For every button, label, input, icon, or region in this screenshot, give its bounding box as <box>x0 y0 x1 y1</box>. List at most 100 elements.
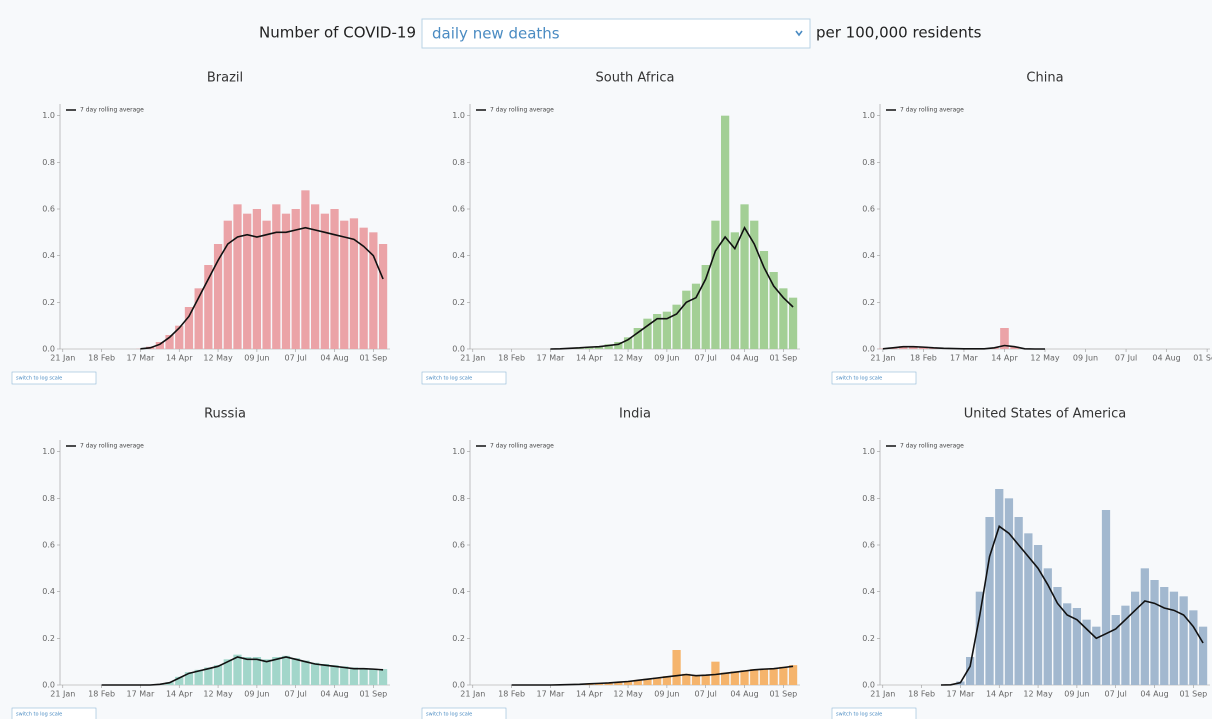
bar <box>252 657 262 685</box>
bar <box>1101 510 1111 685</box>
bar <box>788 297 798 349</box>
button-label[interactable]: switch to log scale <box>16 376 62 382</box>
y-tick-label: 0.2 <box>862 298 875 307</box>
bar <box>330 665 339 685</box>
x-tick-label: 09 Jun <box>1073 354 1098 363</box>
x-tick-label: 14 Apr <box>576 354 603 363</box>
log-scale-button[interactable]: switch to log scale <box>831 371 917 385</box>
y-tick-label: 0.0 <box>42 345 55 354</box>
y-tick-label: 0.6 <box>452 205 465 214</box>
rolling-average-line <box>140 226 384 350</box>
log-scale-button[interactable]: switch to log scale <box>11 707 97 719</box>
bar <box>243 657 252 685</box>
chart-title: South Africa <box>596 71 675 86</box>
bar <box>779 666 788 685</box>
bar <box>233 204 242 349</box>
y-tick-label: 0.2 <box>42 298 55 307</box>
log-scale-button[interactable]: switch to log scale <box>421 371 507 385</box>
bar <box>320 213 329 349</box>
x-tick-label: 07 Jul <box>1105 690 1127 699</box>
button-box[interactable] <box>421 371 507 385</box>
x-tick-label: 07 Jul <box>285 354 307 363</box>
x-tick-label: 12 May <box>203 690 233 699</box>
x-tick-label: 04 Aug <box>320 354 348 363</box>
legend-label: 7 day rolling average <box>80 443 144 450</box>
bar <box>769 272 778 349</box>
bar <box>213 665 223 685</box>
select-box[interactable] <box>421 18 811 49</box>
bar <box>223 659 232 685</box>
bar <box>233 654 242 685</box>
button-box[interactable] <box>11 707 97 719</box>
y-tick-label: 0.8 <box>862 494 875 503</box>
bar <box>750 220 759 349</box>
x-tick-label: 04 Aug <box>730 690 758 699</box>
bar <box>701 265 710 349</box>
y-tick-label: 0.2 <box>42 634 55 643</box>
rolling-average-line <box>101 656 384 686</box>
bar <box>262 220 271 349</box>
bar <box>614 342 623 349</box>
bar <box>759 668 769 685</box>
bar <box>594 346 604 349</box>
bar <box>1140 568 1149 685</box>
bar <box>340 220 349 349</box>
x-tick-label: 09 Jun <box>244 690 269 699</box>
y-tick-label: 0.8 <box>42 158 55 167</box>
button-label[interactable]: switch to log scale <box>426 376 472 382</box>
select-value[interactable]: daily new deaths <box>432 25 560 43</box>
button-box[interactable] <box>831 707 917 719</box>
log-scale-button[interactable]: switch to log scale <box>421 707 507 719</box>
metric-select[interactable]: daily new deaths <box>421 18 811 49</box>
x-tick-label: 07 Jul <box>1115 354 1137 363</box>
y-tick-label: 0.8 <box>42 494 55 503</box>
button-label[interactable]: switch to log scale <box>16 712 62 718</box>
bar <box>320 664 329 685</box>
bar <box>985 517 994 685</box>
bar <box>643 678 652 685</box>
button-box[interactable] <box>421 707 507 719</box>
bar <box>643 318 652 349</box>
bar <box>175 325 184 349</box>
bar <box>623 681 633 685</box>
x-tick-label: 17 Mar <box>127 690 156 699</box>
button-box[interactable] <box>831 371 917 385</box>
bar <box>604 344 613 349</box>
x-tick-label: 12 May <box>1030 354 1060 363</box>
bar <box>653 314 662 349</box>
button-label[interactable]: switch to log scale <box>426 712 472 718</box>
bar <box>359 667 368 685</box>
x-tick-label: 21 Jan <box>460 354 485 363</box>
button-label[interactable]: switch to log scale <box>836 712 882 718</box>
button-label[interactable]: switch to log scale <box>836 376 882 382</box>
y-tick-label: 0.6 <box>42 205 55 214</box>
x-tick-label: 07 Jul <box>695 690 717 699</box>
chart-panel: Russia 0.0 0.2 0.4 0.6 0.8 1.0 21 Jan 18 Feb 17 M… <box>11 407 390 719</box>
chart-panel: South Africa 0.0 0.2 0.4 0.6 0.8 1.0 21 Jan 18 F… <box>421 71 800 385</box>
bar <box>155 342 164 349</box>
x-tick-label: 17 Mar <box>537 690 566 699</box>
bar <box>711 220 720 349</box>
y-tick-label: 0.4 <box>862 587 875 596</box>
log-scale-button[interactable]: switch to log scale <box>11 371 97 385</box>
header-suffix: per 100,000 residents <box>816 24 982 42</box>
bar <box>252 209 262 349</box>
log-scale-button[interactable]: switch to log scale <box>831 707 917 719</box>
x-tick-label: 21 Jan <box>50 690 75 699</box>
bar <box>721 672 730 685</box>
y-tick-label: 0.6 <box>862 205 875 214</box>
bar <box>359 227 368 349</box>
bar <box>1111 615 1120 685</box>
button-box[interactable] <box>11 371 97 385</box>
y-tick-label: 0.2 <box>452 298 465 307</box>
bar <box>281 213 291 349</box>
x-tick-label: 17 Mar <box>950 354 979 363</box>
y-tick-label: 1.0 <box>862 447 875 456</box>
bar <box>330 209 339 349</box>
bar <box>311 204 320 349</box>
x-tick-label: 14 Apr <box>166 690 193 699</box>
x-tick-label: 01 Sep <box>769 690 797 699</box>
rolling-average-line <box>550 225 794 350</box>
x-tick-label: 04 Aug <box>1140 690 1168 699</box>
select-arrow[interactable] <box>795 30 803 37</box>
